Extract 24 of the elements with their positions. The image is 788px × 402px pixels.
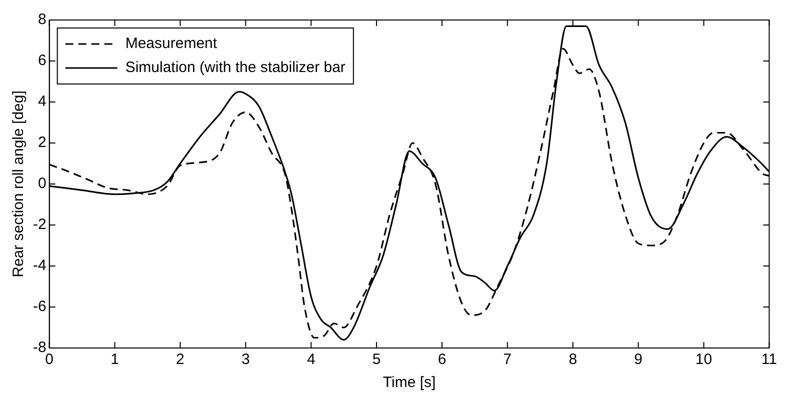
y-tick-label: -4 [32,257,46,274]
x-tick-label: 8 [568,351,578,368]
x-axis-title: Time [s] [382,374,436,392]
x-tick-label: 11 [761,351,778,368]
legend-label: Measurement [125,35,218,52]
x-tick-label: 6 [438,351,446,368]
y-tick-label: 6 [38,52,46,70]
y-tick-label: -8 [32,339,46,356]
x-tick-label: 5 [372,351,381,368]
x-tick-label: 10 [695,351,712,368]
y-tick-label: 0 [38,175,46,192]
x-tick-label: 4 [306,351,316,368]
y-tick-label: 8 [38,11,46,28]
legend-label: Simulation (with the stabilizer bar [125,59,346,76]
x-tick-label: 1 [110,351,119,368]
x-tick-label: 3 [241,351,250,368]
y-tick-label: -6 [32,298,46,316]
y-tick-label: 4 [38,93,46,110]
y-tick-label: -2 [32,216,46,234]
x-tick-label: 2 [176,351,184,368]
y-axis-title: Rear section roll angle [deg] [10,90,28,278]
x-tick-label: 9 [634,351,642,368]
y-tick-label: 2 [38,134,46,152]
x-tick-label: 7 [503,351,512,368]
